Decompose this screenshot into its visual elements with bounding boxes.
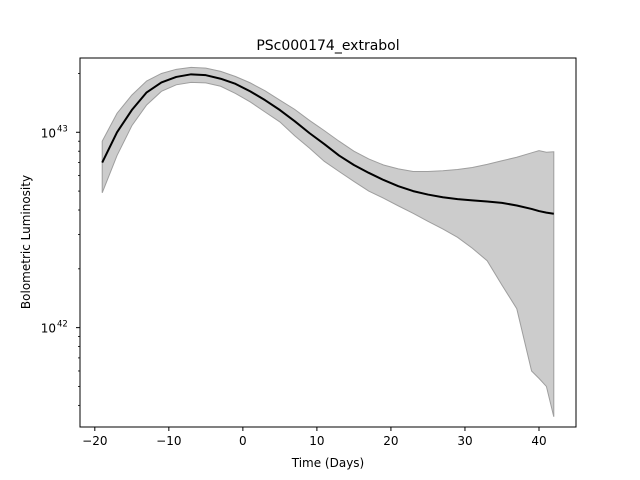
y-tick-label: 10 — [41, 126, 56, 140]
luminosity-line — [101, 73, 554, 215]
x-tick-label: 0 — [239, 434, 247, 448]
uncertainty-band — [101, 66, 555, 417]
y-tick-exponent: 42 — [57, 320, 68, 330]
x-tick-label: −20 — [82, 434, 107, 448]
y-axis-label: Bolometric Luminosity — [19, 175, 33, 309]
x-axis: −20 −10 0 10 20 30 40 — [82, 427, 547, 448]
x-tick-label: 40 — [531, 434, 546, 448]
x-axis-label: Time (Days) — [291, 456, 365, 470]
y-tick-exponent: 43 — [57, 124, 68, 134]
x-tick-label: −10 — [156, 434, 181, 448]
x-tick-label: 30 — [457, 434, 472, 448]
chart-title: PSc000174_extrabol — [256, 38, 399, 54]
y-tick-label: 10 — [41, 322, 56, 336]
plot-area — [101, 66, 555, 417]
x-tick-label: 20 — [383, 434, 398, 448]
axes-frame — [79, 57, 577, 428]
x-tick-label: 10 — [309, 434, 324, 448]
